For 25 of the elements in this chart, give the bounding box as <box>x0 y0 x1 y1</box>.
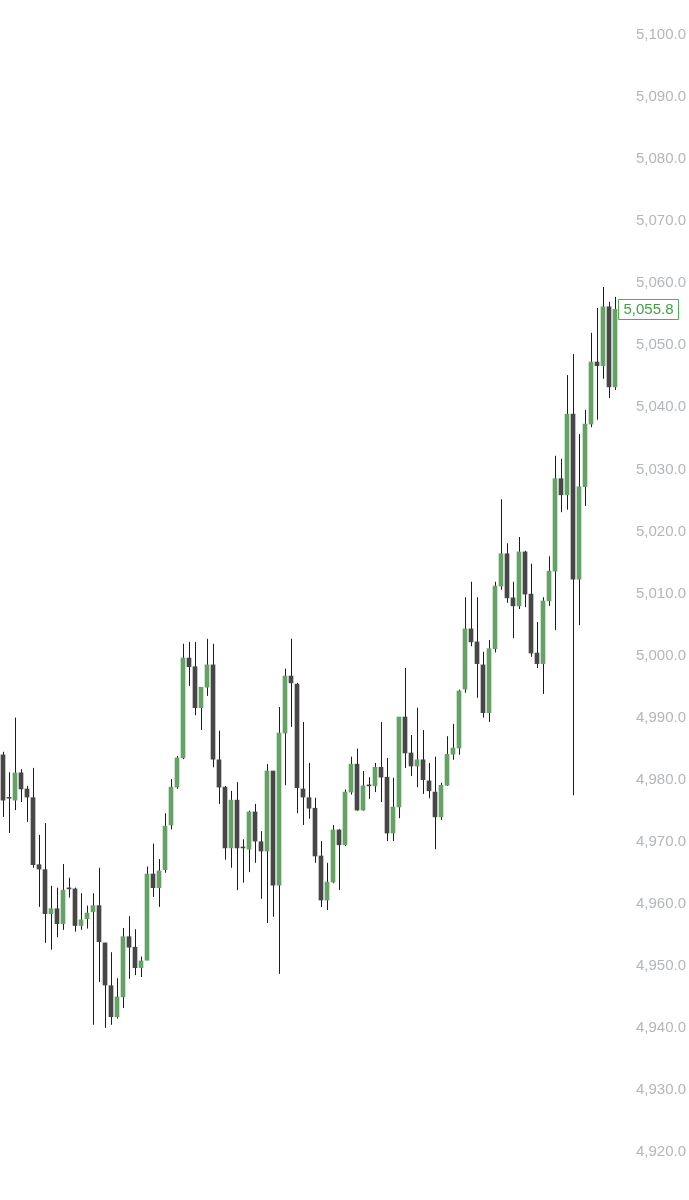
y-tick-label: 5,060.0 <box>636 273 687 291</box>
y-tick-label: 5,100.0 <box>636 25 687 43</box>
y-tick-label: 5,000.0 <box>636 645 687 663</box>
y-tick-label: 4,970.0 <box>636 831 687 849</box>
candlestick <box>6 771 12 834</box>
candlestick <box>378 721 384 803</box>
y-tick-label: 4,980.0 <box>636 769 687 787</box>
y-tick-label: 4,950.0 <box>636 955 687 973</box>
y-tick-label: 5,050.0 <box>636 335 687 353</box>
text: 5,055.8 <box>623 300 674 318</box>
candlestick <box>306 762 312 820</box>
candlestick <box>48 885 54 951</box>
y-tick-label: 4,990.0 <box>636 707 687 725</box>
candlestick <box>126 915 132 980</box>
y-tick-label: 5,090.0 <box>636 87 687 105</box>
y-tick-label: 4,920.0 <box>636 1142 687 1160</box>
y-tick-label: 5,010.0 <box>636 583 687 601</box>
y-tick-label: 5,080.0 <box>636 149 687 167</box>
y-tick-label: 5,040.0 <box>636 397 687 415</box>
y-tick-label: 5,070.0 <box>636 211 687 229</box>
y-tick-label: 4,930.0 <box>636 1080 687 1098</box>
y-tick-label: 5,030.0 <box>636 459 687 477</box>
y-tick-label: 5,020.0 <box>636 521 687 539</box>
y-tick-label: 4,960.0 <box>636 893 687 911</box>
y-tick-label: 4,940.0 <box>636 1018 687 1036</box>
